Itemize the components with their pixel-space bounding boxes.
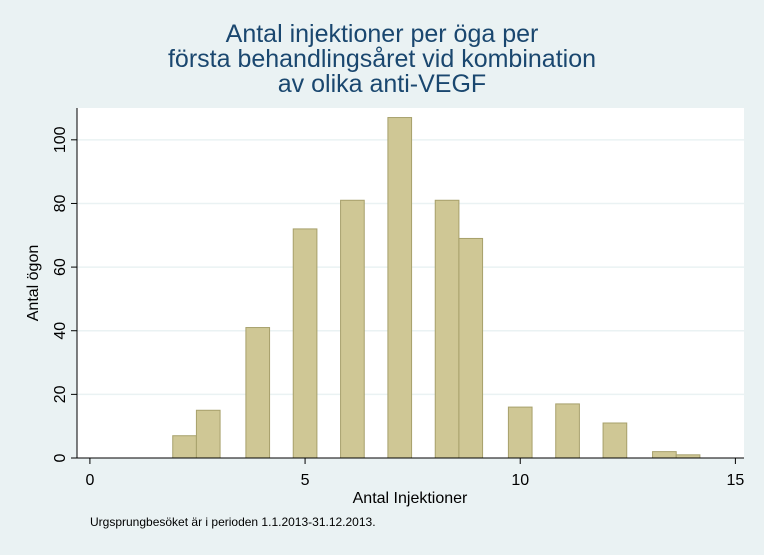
y-tick-label-2: 40 <box>52 322 69 340</box>
bar-10 <box>602 422 628 459</box>
chart-title-line-2: första behandlingsåret vid kombination <box>167 45 597 73</box>
bar-8 <box>507 406 533 459</box>
bar-9 <box>555 403 580 459</box>
y-tick-label-1: 20 <box>52 385 69 403</box>
y-axis-ticks: 0 20 40 60 80 100 <box>52 126 77 462</box>
y-tick-label-4: 80 <box>52 194 69 212</box>
bar-0 <box>172 435 197 459</box>
chart-caption: Urgsprungbesöket är i perioden 1.1.2013-… <box>90 515 376 529</box>
x-tick-label-2: 10 <box>511 472 529 489</box>
y-tick-label-5: 100 <box>52 126 69 153</box>
x-tick-label-0: 0 <box>85 472 94 489</box>
bar-4 <box>340 199 365 459</box>
bar-3 <box>292 228 318 459</box>
chart-title: Antal injektioner per öga per första beh… <box>0 22 764 97</box>
y-tick-label-0: 0 <box>52 453 69 462</box>
y-tick-label-3: 60 <box>52 258 69 276</box>
bar-5 <box>387 117 413 459</box>
bar-6 <box>434 199 460 459</box>
bar-11 <box>652 451 677 459</box>
bar-2 <box>245 327 271 459</box>
bar-7 <box>458 237 484 459</box>
x-tick-label-1: 5 <box>301 472 310 489</box>
y-axis-label: Antal ögon <box>25 245 42 322</box>
chart-title-line-3: av olika anti-VEGF <box>277 70 487 98</box>
x-axis-ticks: 0 5 10 15 <box>85 458 744 489</box>
x-tick-label-3: 15 <box>726 472 744 489</box>
bar-1 <box>195 409 221 459</box>
chart-title-line-1: Antal injektioner per öga per <box>225 20 539 48</box>
x-axis-label: Antal Injektioner <box>353 490 468 507</box>
